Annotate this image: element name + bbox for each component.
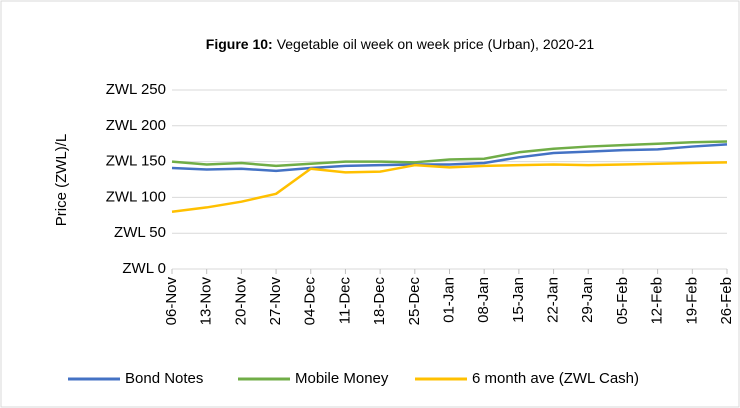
x-tick-label: 15-Jan [510,277,527,323]
series-line [171,161,728,213]
y-tick-label: ZWL 50 [114,224,166,241]
x-tick-label: 06-Nov [163,277,180,326]
y-tick-label: ZWL 100 [106,188,166,205]
series-line [171,140,728,168]
chart-title: Vegetable oil week on week price (Urban)… [277,36,595,52]
x-tick-label: 26-Feb [718,277,735,325]
legend-label: Mobile Money [295,370,389,387]
x-tick-label: 11-Dec [336,277,353,325]
y-tick-label: ZWL 250 [106,81,166,98]
y-tick-label: ZWL 0 [122,260,166,277]
x-tick-label: 20-Nov [232,277,249,326]
x-tick-label: 19-Feb [683,277,700,325]
x-tick-label: 29-Jan [579,277,596,323]
x-tick-label: 22-Jan [545,277,562,323]
x-tick-label: 05-Feb [614,277,631,325]
x-tick-label: 25-Dec [406,277,423,326]
x-tick-label: 01-Jan [440,277,457,323]
y-axis-title: Price (ZWL)/L [53,134,70,227]
x-tick-label: 18-Dec [371,277,388,326]
legend-label: 6 month ave (ZWL Cash) [472,370,639,387]
chart-title-group: Figure 10: Vegetable oil week on week pri… [206,36,595,52]
y-tick-label: ZWL 150 [106,153,166,170]
figure-label: Figure 10: [206,36,273,52]
x-tick-label: 04-Dec [302,277,319,326]
y-tick-label: ZWL 200 [106,117,166,134]
x-tick-label: 27-Nov [267,277,284,326]
x-tick-label: 12-Feb [649,277,666,325]
x-tick-label: 13-Nov [198,277,215,326]
series-line [171,143,728,173]
x-tick-label: 08-Jan [475,277,492,323]
legend-label: Bond Notes [125,370,203,387]
